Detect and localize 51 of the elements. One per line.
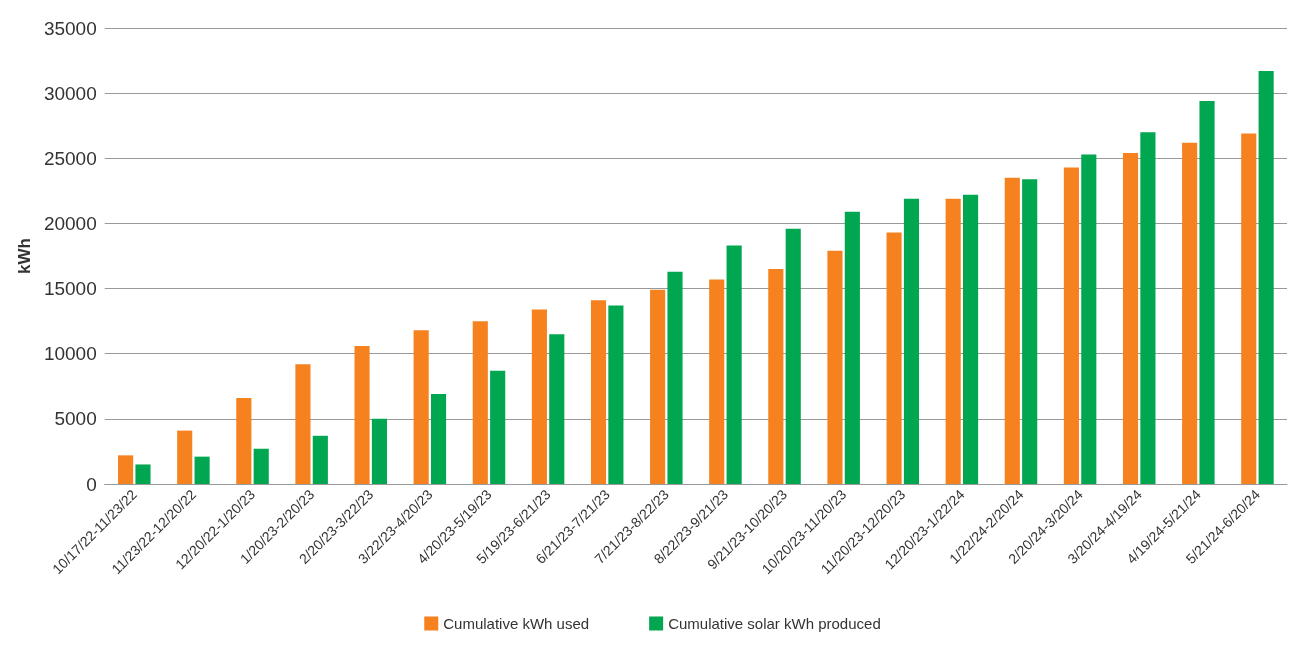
bar — [1063, 167, 1079, 484]
bar — [650, 289, 666, 484]
bar — [490, 370, 506, 484]
bar — [371, 418, 387, 484]
bar — [472, 321, 488, 484]
y-tick-label: 15000 — [43, 278, 97, 300]
y-tick-label: 25000 — [43, 147, 97, 169]
bar — [963, 194, 979, 484]
bar — [312, 435, 328, 484]
bar — [667, 271, 683, 484]
bar — [135, 464, 151, 484]
bar — [709, 279, 725, 484]
bar — [1081, 154, 1097, 484]
y-tick-label: 20000 — [43, 212, 97, 234]
bar — [726, 245, 742, 484]
bar — [194, 456, 210, 484]
bar — [531, 309, 547, 484]
bar — [768, 269, 784, 484]
legend-label: Cumulative solar kWh produced — [668, 615, 881, 632]
y-axis-title: kWh — [15, 238, 34, 274]
bar — [413, 330, 429, 484]
bar — [1122, 153, 1139, 484]
bar — [827, 250, 843, 484]
bar — [903, 198, 920, 484]
bar — [549, 334, 565, 484]
bar — [1022, 179, 1038, 484]
bar — [1199, 100, 1215, 484]
y-tick-label: 10000 — [43, 343, 97, 365]
bar — [430, 394, 447, 484]
bar — [608, 305, 624, 484]
y-tick-label: 0 — [86, 473, 97, 495]
bar — [590, 300, 607, 484]
bar — [1258, 70, 1274, 484]
bar — [1241, 133, 1257, 484]
legend-label: Cumulative kWh used — [443, 615, 590, 632]
bar — [844, 211, 860, 484]
bar — [1140, 132, 1156, 484]
bar — [354, 345, 370, 484]
y-tick-label: 35000 — [43, 17, 97, 39]
bar — [886, 232, 902, 484]
bar — [295, 364, 311, 484]
bar — [1004, 177, 1020, 484]
bar — [785, 228, 801, 484]
y-tick-label: 30000 — [43, 82, 97, 104]
bar — [945, 198, 961, 484]
bar — [118, 455, 134, 484]
bar — [1182, 142, 1198, 484]
bar — [236, 398, 252, 484]
bar — [177, 430, 193, 484]
y-tick-label: 5000 — [54, 408, 97, 430]
bar — [253, 448, 269, 484]
